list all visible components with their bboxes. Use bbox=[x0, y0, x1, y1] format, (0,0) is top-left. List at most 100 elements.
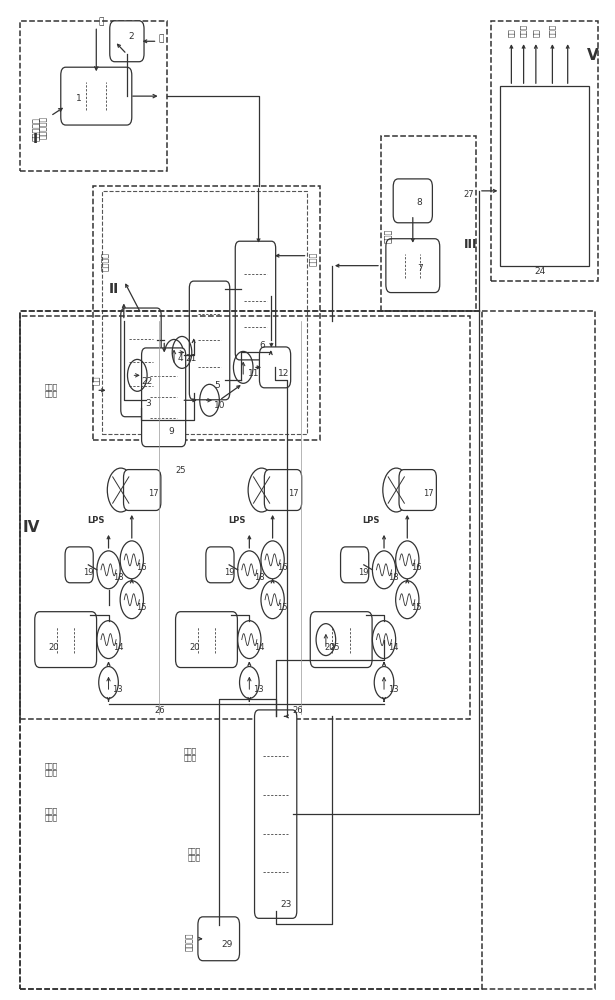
FancyBboxPatch shape bbox=[121, 308, 161, 417]
Text: 9: 9 bbox=[168, 427, 173, 436]
FancyBboxPatch shape bbox=[61, 67, 132, 125]
Text: 16: 16 bbox=[136, 563, 147, 572]
Text: 多乙苯: 多乙苯 bbox=[520, 24, 527, 37]
Bar bbox=[20, 311, 595, 989]
FancyBboxPatch shape bbox=[310, 612, 372, 668]
Text: 17: 17 bbox=[148, 489, 158, 498]
Text: 20: 20 bbox=[49, 643, 59, 652]
FancyBboxPatch shape bbox=[175, 612, 237, 668]
Text: 20: 20 bbox=[324, 643, 335, 652]
FancyBboxPatch shape bbox=[236, 241, 276, 360]
FancyBboxPatch shape bbox=[65, 547, 93, 583]
Text: 1: 1 bbox=[76, 94, 82, 103]
Text: 15: 15 bbox=[411, 603, 422, 612]
FancyBboxPatch shape bbox=[124, 470, 161, 510]
FancyBboxPatch shape bbox=[264, 470, 302, 510]
Text: 14: 14 bbox=[253, 643, 264, 652]
Text: IV: IV bbox=[23, 520, 40, 535]
Text: 14: 14 bbox=[113, 643, 124, 652]
Bar bbox=[501, 86, 589, 266]
Text: 乙苯: 乙苯 bbox=[508, 29, 515, 37]
Bar bbox=[381, 136, 476, 311]
Text: 22: 22 bbox=[141, 377, 153, 386]
Bar bbox=[20, 311, 482, 989]
Text: 丙液融
吸收乔: 丙液融 吸收乔 bbox=[45, 383, 58, 397]
Text: 水: 水 bbox=[159, 34, 164, 43]
Text: 13: 13 bbox=[387, 685, 399, 694]
Text: 4: 4 bbox=[178, 354, 183, 363]
Text: 15: 15 bbox=[136, 603, 146, 612]
Text: 29: 29 bbox=[222, 940, 233, 949]
Bar bbox=[20, 316, 470, 719]
Text: 10: 10 bbox=[215, 401, 226, 410]
Text: 13: 13 bbox=[253, 685, 264, 694]
Text: 高乙烷气: 高乙烷气 bbox=[186, 932, 194, 951]
Text: 7: 7 bbox=[418, 264, 424, 273]
Text: V: V bbox=[587, 48, 599, 63]
Text: 25: 25 bbox=[176, 466, 186, 475]
Text: III: III bbox=[464, 238, 477, 251]
Text: 16: 16 bbox=[411, 563, 423, 572]
Text: 14: 14 bbox=[388, 643, 399, 652]
Bar bbox=[491, 21, 598, 281]
Text: 前液融
吸收乔: 前液融 吸收乔 bbox=[45, 807, 58, 821]
FancyBboxPatch shape bbox=[399, 470, 437, 510]
Text: 18: 18 bbox=[113, 573, 124, 582]
Text: 非芳: 非芳 bbox=[533, 29, 539, 37]
Text: 3: 3 bbox=[145, 399, 151, 408]
FancyBboxPatch shape bbox=[141, 348, 186, 447]
Text: 19: 19 bbox=[83, 568, 93, 577]
Text: 24: 24 bbox=[534, 267, 546, 276]
Text: I: I bbox=[33, 132, 38, 146]
Text: 前液融
吸收乔: 前液融 吸收乔 bbox=[45, 762, 58, 776]
Text: 前液融
吸收乔: 前液融 吸收乔 bbox=[183, 747, 197, 761]
FancyBboxPatch shape bbox=[35, 612, 97, 668]
Text: 21: 21 bbox=[186, 354, 197, 363]
FancyBboxPatch shape bbox=[393, 179, 432, 223]
Text: 26: 26 bbox=[292, 706, 303, 715]
Text: 19: 19 bbox=[224, 568, 234, 577]
FancyBboxPatch shape bbox=[198, 917, 240, 961]
Text: II: II bbox=[108, 282, 119, 296]
Text: 16: 16 bbox=[277, 563, 288, 572]
Text: 含乙烯干气: 含乙烯干气 bbox=[33, 117, 41, 141]
Text: 6: 6 bbox=[260, 341, 266, 350]
Text: 12: 12 bbox=[278, 369, 290, 378]
Text: 17: 17 bbox=[288, 489, 299, 498]
Text: 20: 20 bbox=[189, 643, 200, 652]
Text: 23: 23 bbox=[280, 900, 292, 909]
Bar bbox=[20, 21, 167, 171]
Text: 水: 水 bbox=[98, 17, 103, 26]
Text: 27: 27 bbox=[463, 190, 474, 199]
Text: LPS: LPS bbox=[228, 516, 245, 525]
Text: 循环苯: 循环苯 bbox=[549, 24, 556, 37]
FancyBboxPatch shape bbox=[109, 21, 144, 62]
Text: 5: 5 bbox=[214, 381, 220, 390]
Text: 19: 19 bbox=[359, 568, 369, 577]
Text: 25: 25 bbox=[330, 643, 340, 652]
Text: 8: 8 bbox=[416, 198, 423, 207]
Text: 17: 17 bbox=[423, 489, 434, 498]
FancyBboxPatch shape bbox=[386, 239, 440, 293]
Bar bbox=[93, 186, 320, 440]
Text: LPS: LPS bbox=[87, 516, 105, 525]
Text: 13: 13 bbox=[112, 685, 123, 694]
Text: 含乙烯干气: 含乙烯干气 bbox=[39, 116, 47, 139]
Text: 11: 11 bbox=[247, 369, 259, 378]
Text: 26: 26 bbox=[154, 706, 165, 715]
Text: 18: 18 bbox=[388, 573, 399, 582]
FancyBboxPatch shape bbox=[255, 710, 297, 918]
Text: 吸收剂: 吸收剂 bbox=[309, 251, 318, 266]
Text: 2: 2 bbox=[129, 32, 134, 41]
Text: 甲苯: 甲苯 bbox=[92, 376, 101, 385]
Text: 丙液融
吸收乔: 丙液融 吸收乔 bbox=[188, 847, 201, 861]
Text: 新鲜苯: 新鲜苯 bbox=[384, 228, 393, 243]
Bar bbox=[103, 191, 308, 434]
FancyBboxPatch shape bbox=[189, 281, 230, 400]
FancyBboxPatch shape bbox=[206, 547, 234, 583]
Text: 富丙烷气: 富丙烷气 bbox=[101, 252, 110, 271]
Text: LPS: LPS bbox=[363, 516, 380, 525]
FancyBboxPatch shape bbox=[260, 347, 291, 388]
Text: 15: 15 bbox=[277, 603, 287, 612]
Text: 18: 18 bbox=[253, 573, 264, 582]
